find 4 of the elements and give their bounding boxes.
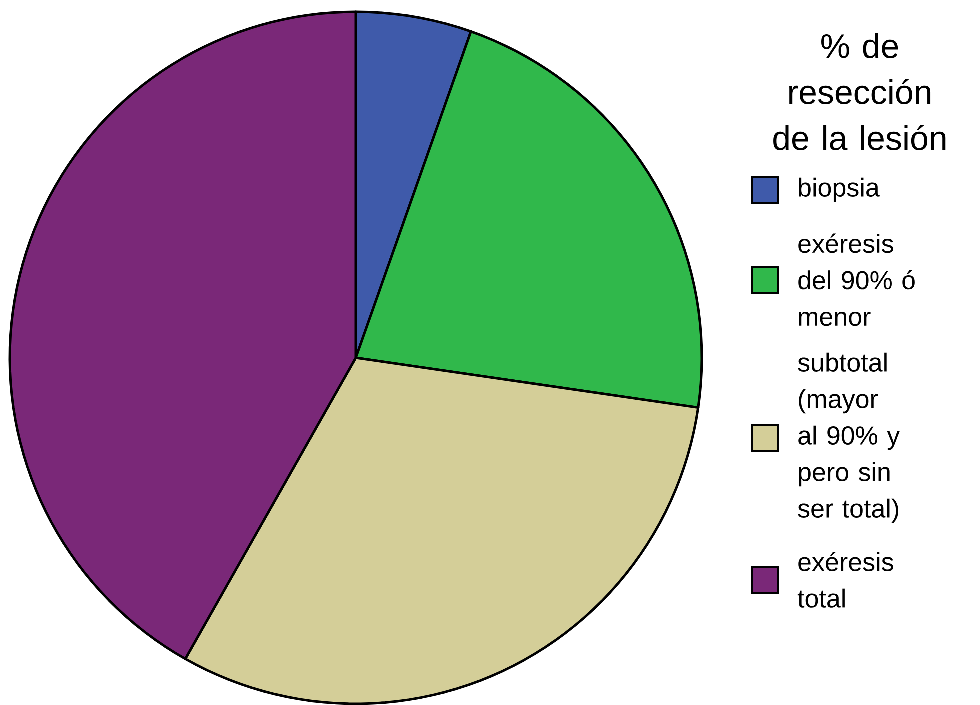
legend-label: exéresis total xyxy=(798,552,894,608)
legend-label: biopsia xyxy=(799,178,880,202)
legend-title: % de resección de la lesión xyxy=(774,33,946,150)
legend-label: subtotal (mayor al 90% y pero sin ser total) xyxy=(798,352,900,523)
